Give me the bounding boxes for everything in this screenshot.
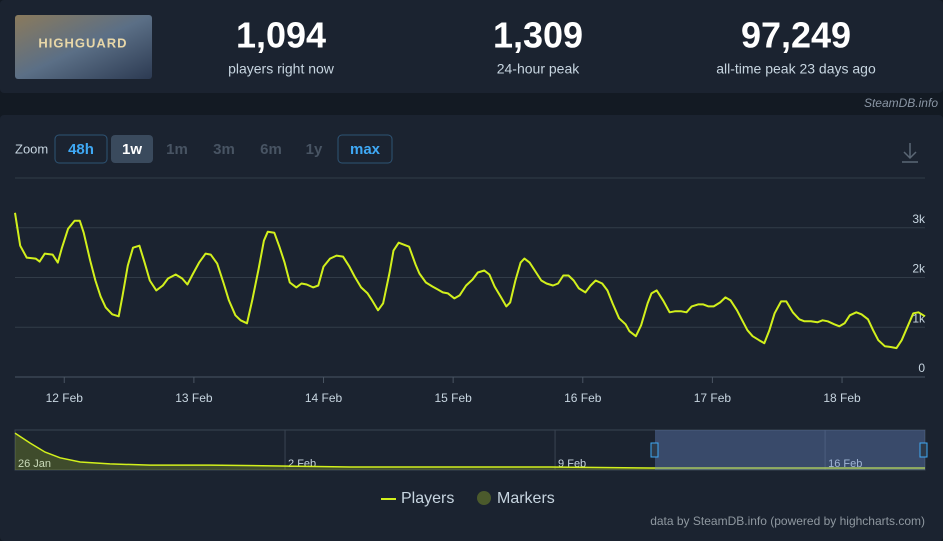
navigator-selection[interactable] (655, 430, 925, 470)
zoom-button-label[interactable]: 48h (68, 141, 94, 158)
x-tick-label: 17 Feb (694, 391, 732, 405)
zoom-button[interactable] (111, 135, 153, 163)
zoom-button-label[interactable]: max (350, 141, 381, 158)
zoom-button-label[interactable]: 6m (260, 141, 282, 158)
x-tick-label: 12 Feb (46, 391, 84, 405)
x-tick-label: 14 Feb (305, 391, 343, 405)
stat-label: players right now (228, 61, 335, 77)
area-fill (15, 433, 925, 470)
legend-symbol (477, 491, 491, 505)
game-image[interactable] (15, 15, 152, 79)
y-tick-label: 0 (918, 361, 925, 375)
x-tick-label: 16 Feb (564, 391, 602, 405)
stats-panel (0, 0, 943, 93)
x-tick-label: 15 Feb (434, 391, 472, 405)
logo-text: HIGHGUARD (38, 35, 127, 50)
zoom-button-label[interactable]: 1w (122, 141, 142, 158)
zoom-label: Zoom (15, 141, 48, 156)
stat-value: 1,094 (236, 15, 326, 56)
data-line (14, 432, 925, 469)
stat-value: 97,249 (741, 15, 851, 56)
legend-label[interactable]: Markers (497, 490, 555, 507)
zoom-button[interactable] (54, 134, 108, 164)
stat-label: 24-hour peak (497, 61, 581, 77)
data-line (14, 212, 926, 350)
stat-label: all-time peak 23 days ago (716, 61, 876, 77)
y-tick-label: 3k (912, 212, 926, 226)
navigator-handle[interactable] (650, 442, 659, 458)
y-tick-label: 2k (912, 262, 926, 276)
stat-value: 1,309 (493, 15, 583, 56)
zoom-buttons: 48h 1w 1m 3m 6m 1y max (54, 134, 393, 164)
zoom-button-label[interactable]: 1y (306, 141, 323, 158)
download-icon[interactable] (902, 143, 918, 163)
watermark: SteamDB.info (864, 96, 938, 110)
navigator-tick-label: 26 Jan (18, 458, 51, 470)
chart-panel (0, 115, 943, 541)
zoom-button-label[interactable]: 3m (213, 141, 235, 158)
x-tick-label: 13 Feb (175, 391, 213, 405)
navigator-handle[interactable] (919, 442, 928, 458)
x-tick-label: 18 Feb (823, 391, 861, 405)
legend-label[interactable]: Players (401, 490, 454, 507)
credit: data by SteamDB.info (powered by highcha… (650, 514, 925, 528)
zoom-button-label[interactable]: 1m (166, 141, 188, 158)
navigator-tick-label: 16 Feb (828, 458, 862, 470)
zoom-button[interactable] (337, 134, 393, 164)
